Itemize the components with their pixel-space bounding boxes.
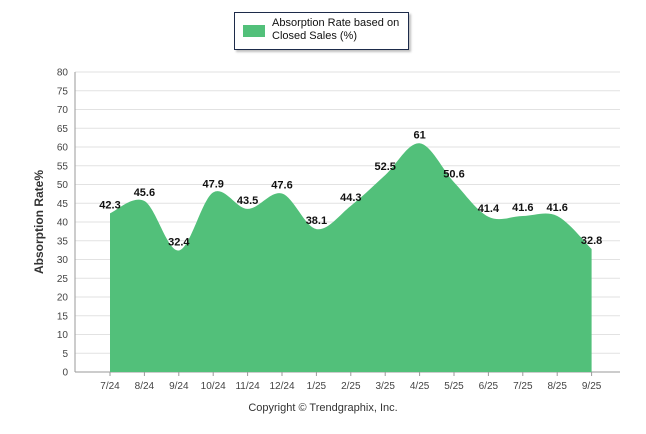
copyright-text: Copyright © Trendgraphix, Inc. bbox=[248, 402, 398, 414]
x-tick-label: 9/25 bbox=[582, 381, 602, 392]
data-label: 41.4 bbox=[478, 203, 500, 215]
y-tick-label: 70 bbox=[57, 105, 69, 116]
x-tick-label: 8/25 bbox=[547, 381, 567, 392]
data-label: 41.6 bbox=[512, 202, 533, 214]
data-label: 47.6 bbox=[271, 180, 292, 192]
y-tick-label: 25 bbox=[57, 274, 69, 285]
y-tick-label: 35 bbox=[57, 236, 69, 247]
data-label: 32.4 bbox=[168, 237, 190, 249]
x-tick-label: 4/25 bbox=[410, 381, 430, 392]
data-label: 43.5 bbox=[237, 195, 258, 207]
data-label: 42.3 bbox=[99, 199, 120, 211]
y-tick-label: 50 bbox=[57, 180, 69, 191]
y-tick-label: 30 bbox=[57, 255, 69, 266]
x-tick-label: 3/25 bbox=[375, 381, 395, 392]
y-tick-label: 15 bbox=[57, 311, 69, 322]
y-tick-label: 20 bbox=[57, 293, 69, 304]
y-tick-label: 10 bbox=[57, 330, 69, 341]
area-series bbox=[110, 143, 592, 372]
data-label: 52.5 bbox=[374, 161, 395, 173]
chart-legend: Absorption Rate based on Closed Sales (%… bbox=[234, 12, 409, 50]
y-tick-label: 45 bbox=[57, 199, 69, 210]
x-tick-label: 9/24 bbox=[169, 381, 189, 392]
x-tick-label: 7/25 bbox=[513, 381, 533, 392]
y-tick-label: 5 bbox=[62, 349, 68, 360]
data-label: 47.9 bbox=[202, 178, 223, 190]
y-tick-label: 80 bbox=[57, 68, 69, 79]
x-tick-label: 12/24 bbox=[269, 381, 294, 392]
x-tick-label: 7/24 bbox=[100, 381, 120, 392]
y-tick-label: 60 bbox=[57, 143, 69, 154]
data-label: 61 bbox=[413, 129, 425, 141]
data-label: 50.6 bbox=[443, 168, 464, 180]
y-tick-label: 55 bbox=[57, 161, 69, 172]
data-label: 38.1 bbox=[306, 215, 327, 227]
x-tick-label: 1/25 bbox=[307, 381, 327, 392]
x-tick-label: 8/24 bbox=[135, 381, 155, 392]
x-tick-label: 2/25 bbox=[341, 381, 361, 392]
x-tick-label: 6/25 bbox=[479, 381, 499, 392]
legend-label: Absorption Rate based on Closed Sales (%… bbox=[272, 17, 400, 42]
y-tick-label: 65 bbox=[57, 124, 69, 135]
y-tick-label: 75 bbox=[57, 86, 69, 97]
data-label: 44.3 bbox=[340, 192, 361, 204]
x-tick-label: 11/24 bbox=[235, 381, 260, 392]
x-tick-label: 5/25 bbox=[444, 381, 464, 392]
data-label: 45.6 bbox=[134, 187, 155, 199]
legend-swatch bbox=[243, 25, 265, 37]
x-tick-label: 10/24 bbox=[201, 381, 226, 392]
y-tick-label: 0 bbox=[62, 368, 68, 379]
data-label: 32.8 bbox=[581, 235, 602, 247]
y-tick-label: 40 bbox=[57, 218, 69, 229]
data-label: 41.6 bbox=[546, 202, 567, 214]
y-axis-title: Absorption Rate% bbox=[32, 170, 46, 274]
